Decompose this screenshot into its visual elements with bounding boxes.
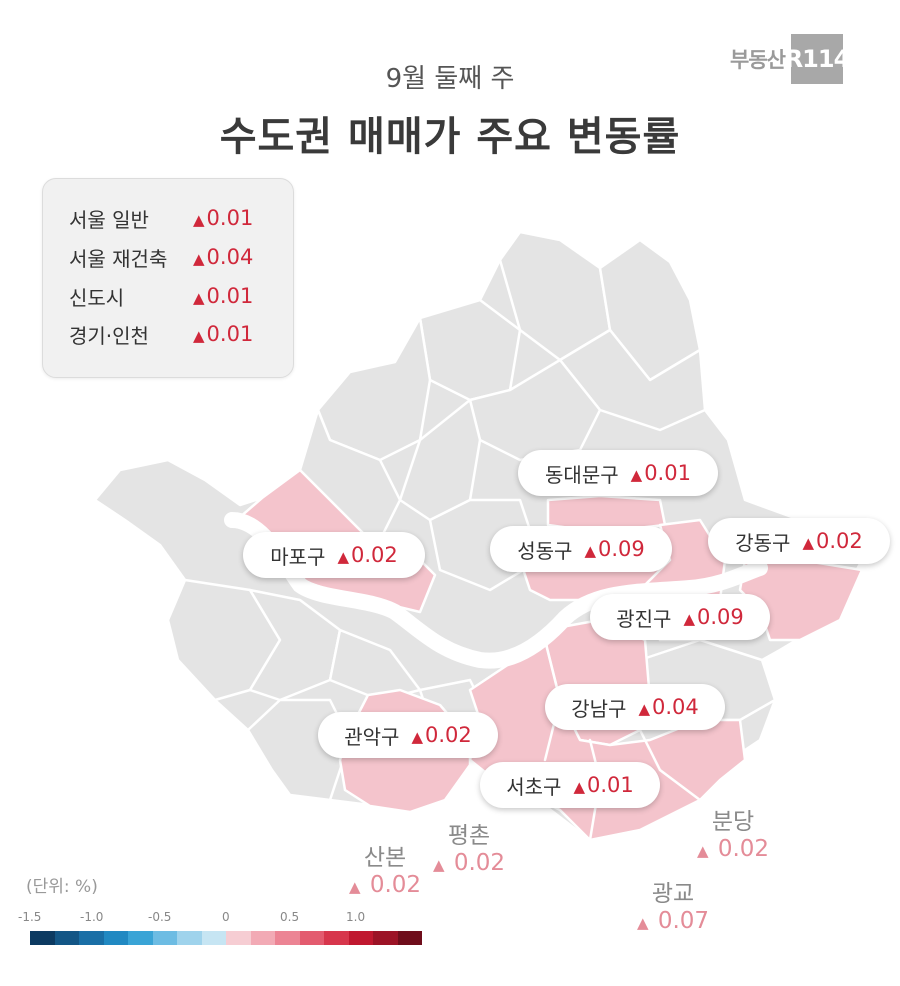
district-name: 강동구 xyxy=(735,530,791,555)
legend-value: ▲0.04 xyxy=(193,245,254,269)
unit-label: (단위: %) xyxy=(26,877,98,897)
scale-tick: 1.0 xyxy=(346,910,366,924)
rise-triangle-icon: ▲ xyxy=(193,211,205,229)
label-gwanggyo: 광교 ▲ 0.07 xyxy=(618,874,728,934)
scale-swatch xyxy=(79,931,104,945)
newtown-value: ▲ 0.02 xyxy=(432,850,506,876)
scale-swatch xyxy=(299,931,324,945)
newtown-name: 평촌 xyxy=(447,823,491,849)
color-scale-bar xyxy=(30,931,422,945)
label-gangdong: 강동구 ▲0.02 xyxy=(708,518,890,564)
district-value: ▲0.02 xyxy=(802,529,863,553)
label-gangnam: 강남구 ▲0.04 xyxy=(545,684,725,730)
district-name: 강남구 xyxy=(571,696,627,721)
legend-name: 경기·인천 xyxy=(69,323,149,348)
logo-badge: R114 xyxy=(785,34,850,84)
label-mapo: 마포구 ▲0.02 xyxy=(243,532,425,578)
district-name: 광진구 xyxy=(616,606,672,631)
rise-triangle-icon: ▲ xyxy=(638,700,650,718)
brand-logo: 부동산 R114 xyxy=(730,34,850,84)
rise-triangle-icon: ▲ xyxy=(584,542,596,560)
han-river xyxy=(224,512,768,669)
district-value: ▲0.04 xyxy=(638,695,699,719)
scale-swatch xyxy=(177,931,202,945)
district-value: ▲0.09 xyxy=(683,605,744,629)
scale-tick: -0.5 xyxy=(148,910,172,924)
rise-triangle-icon: ▲ xyxy=(630,466,643,484)
district-value: ▲0.01 xyxy=(573,773,634,797)
district-value: ▲0.01 xyxy=(630,461,691,485)
scale-swatch xyxy=(324,931,349,945)
label-sanbon: 산본 ▲ 0.02 xyxy=(330,838,440,898)
label-dongdaemun: 동대문구 ▲0.01 xyxy=(518,450,718,496)
rise-triangle-icon: ▲ xyxy=(193,289,205,307)
rise-triangle-icon: ▲ xyxy=(432,856,445,874)
newtown-name: 광교 xyxy=(651,881,695,907)
scale-swatch xyxy=(152,931,177,945)
scale-tick: 0 xyxy=(222,910,230,924)
scale-swatch xyxy=(30,931,55,945)
legend-row: 경기·인천 ▲0.01 xyxy=(69,319,289,349)
newtown-value: ▲ 0.02 xyxy=(696,836,770,862)
scale-tick: -1.5 xyxy=(18,910,42,924)
scale-swatch xyxy=(128,931,153,945)
legend-value: ▲0.01 xyxy=(193,206,254,230)
newtown-name: 분당 xyxy=(711,809,755,835)
rise-triangle-icon: ▲ xyxy=(337,548,349,566)
scale-swatch xyxy=(54,931,79,945)
rise-triangle-icon: ▲ xyxy=(348,878,361,896)
scale-swatch xyxy=(397,931,422,945)
label-bundang: 분당 ▲ 0.02 xyxy=(678,802,788,862)
legend-row: 신도시 ▲0.01 xyxy=(69,281,289,311)
newtown-value: ▲ 0.07 xyxy=(636,908,710,934)
district-name: 관악구 xyxy=(344,724,400,749)
scale-swatch xyxy=(373,931,398,945)
rise-triangle-icon: ▲ xyxy=(636,914,649,932)
page-title: 수도권 매매가 주요 변동률 xyxy=(219,114,681,160)
legend-value: ▲0.01 xyxy=(193,284,254,308)
district-name: 서초구 xyxy=(506,774,562,799)
rise-triangle-icon: ▲ xyxy=(193,327,205,345)
rise-triangle-icon: ▲ xyxy=(411,728,423,746)
logo-text: 부동산 xyxy=(730,48,786,72)
rise-triangle-icon: ▲ xyxy=(696,842,709,860)
district-name: 마포구 xyxy=(270,544,326,569)
legend-name: 서울 재건축 xyxy=(69,246,168,271)
newtown-value: ▲ 0.02 xyxy=(348,872,422,898)
rise-triangle-icon: ▲ xyxy=(683,610,695,628)
rise-triangle-icon: ▲ xyxy=(802,534,814,552)
district-name: 성동구 xyxy=(517,538,573,563)
label-seongdong: 성동구 ▲0.09 xyxy=(490,526,672,572)
district-value: ▲0.02 xyxy=(411,723,472,747)
label-seocho: 서초구 ▲0.01 xyxy=(480,762,660,808)
newtown-name: 산본 xyxy=(363,845,407,871)
label-gwangjin: 광진구 ▲0.09 xyxy=(590,594,770,640)
rise-triangle-icon: ▲ xyxy=(573,778,585,796)
subtitle: 9월 둘째 주 xyxy=(385,64,515,94)
rise-triangle-icon: ▲ xyxy=(193,250,205,268)
legend-value: ▲0.01 xyxy=(193,322,254,346)
scale-swatch xyxy=(201,931,226,945)
legend-row: 서울 일반 ▲0.01 xyxy=(69,203,289,233)
scale-swatch xyxy=(103,931,128,945)
scale-swatch xyxy=(226,931,251,945)
label-pyeongchon: 평촌 ▲ 0.02 xyxy=(414,816,524,876)
label-gwanak: 관악구 ▲0.02 xyxy=(318,712,498,758)
district-value: ▲0.02 xyxy=(337,543,398,567)
scale-swatch xyxy=(275,931,300,945)
scale-tick-labels: -1.5 -1.0 -0.5 0 0.5 1.0 xyxy=(18,910,438,928)
scale-tick: 0.5 xyxy=(280,910,300,924)
legend-box: 서울 일반 ▲0.01 서울 재건축 ▲0.04 신도시 ▲0.01 경기·인천… xyxy=(42,178,294,378)
district-value: ▲0.09 xyxy=(584,537,645,561)
district-name: 동대문구 xyxy=(545,462,619,487)
legend-name: 신도시 xyxy=(69,285,125,310)
scale-swatch xyxy=(250,931,275,945)
legend-row: 서울 재건축 ▲0.04 xyxy=(69,242,289,272)
legend-name: 서울 일반 xyxy=(69,207,149,232)
scale-tick: -1.0 xyxy=(80,910,104,924)
scale-swatch xyxy=(348,931,373,945)
